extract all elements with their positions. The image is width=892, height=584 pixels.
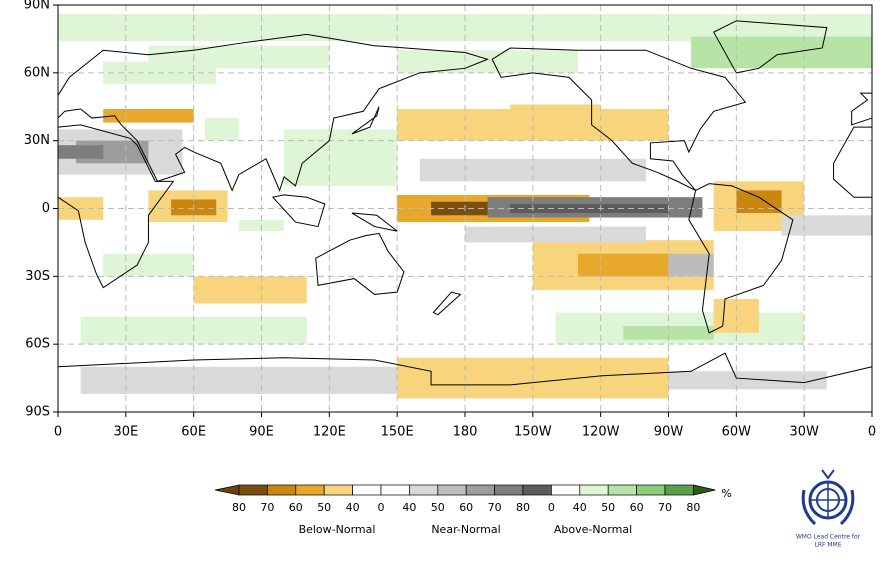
anomaly-patch: [668, 371, 827, 390]
colorbar-label: 80: [232, 501, 246, 514]
colorbar-box: [409, 484, 439, 496]
logo-text: LRF MME: [814, 542, 841, 549]
lat-label: 90N: [24, 0, 50, 13]
colorbar-box: [636, 484, 666, 496]
anomaly-patch: [284, 129, 398, 186]
colorbar-label: 70: [260, 501, 274, 514]
colorbar-label: 50: [317, 501, 331, 514]
colorbar-box: [465, 484, 495, 496]
lon-label: 60W: [722, 425, 752, 440]
coastline: [713, 20, 828, 74]
coastlines: [57, 20, 873, 386]
lon-label: 120E: [313, 425, 346, 440]
colorbar-label: 40: [402, 501, 416, 514]
colorbar-box: [664, 484, 694, 496]
lon-label: 30E: [113, 425, 138, 440]
colorbar-label: 60: [630, 501, 644, 514]
anomaly-patch: [58, 145, 104, 159]
coastline: [432, 291, 462, 316]
colorbar-box: [323, 484, 353, 496]
colorbar-under: [214, 484, 240, 496]
colorbar-group: Near-Normal: [431, 523, 500, 536]
colorbar-box: [494, 484, 524, 496]
colorbar-label: 80: [516, 501, 530, 514]
lat-label: 60N: [24, 65, 50, 80]
coastline: [315, 232, 405, 295]
lat-label: 0: [42, 201, 50, 216]
lon-label: 180: [453, 425, 478, 440]
coastline: [57, 352, 873, 386]
colorbar-box: [579, 484, 609, 496]
grid: [58, 5, 872, 412]
logo-text: WMO Lead Centre for: [796, 534, 861, 541]
anomaly-patch: [623, 326, 714, 340]
lon-label: 120W: [582, 425, 620, 440]
anomaly-patch: [193, 276, 307, 304]
colorbar-label: 40: [346, 501, 360, 514]
anomaly-patch: [80, 366, 398, 394]
colorbar-box: [437, 484, 467, 496]
colorbar-box: [522, 484, 552, 496]
lon-label: 0: [868, 425, 876, 440]
colorbar-box: [352, 484, 382, 496]
lat-label: 90S: [25, 405, 50, 420]
colorbar: 80 70 60 50 40 0 40 50 60 70 80 0 40 50 60 70 80% Below-N…: [214, 484, 732, 536]
colorbar-label: 40: [573, 501, 587, 514]
coastline: [491, 47, 747, 191]
lon-label: 150W: [514, 425, 552, 440]
colorbar-label: 50: [431, 501, 445, 514]
colorbar-over: [693, 484, 716, 496]
coastline: [57, 33, 490, 192]
lon-label: 0: [54, 425, 62, 440]
anomaly-patch: [103, 109, 194, 123]
logo: WMO Lead Centre for LRF MME: [796, 469, 861, 549]
colorbar-box: [380, 484, 410, 496]
lon-label: 90W: [654, 425, 684, 440]
colorbar-label: 70: [658, 501, 672, 514]
colorbar-label: 70: [488, 501, 502, 514]
lon-label: 30W: [789, 425, 819, 440]
colorbar-group: Above-Normal: [554, 523, 632, 536]
coastline: [271, 194, 326, 228]
lon-label: 90E: [249, 425, 274, 440]
anomaly-patch: [781, 215, 872, 236]
colorbar-label: 0: [548, 501, 555, 514]
lat-label: 30S: [25, 269, 50, 284]
coastline: [688, 183, 794, 334]
colorbar-box: [238, 484, 268, 496]
colorbar-label: 0: [378, 501, 385, 514]
colorbar-box: [295, 484, 325, 496]
axes: 90N 60N 30N 0 30S 60S 90S 0 30E 60E 90E 120E 150E 180…: [24, 0, 876, 440]
lat-label: 60S: [25, 337, 50, 352]
colorbar-label: 60: [289, 501, 303, 514]
lon-label: 150E: [381, 425, 414, 440]
colorbar-label: 80: [686, 501, 700, 514]
anomaly-patch: [465, 226, 646, 243]
coastline: [351, 212, 398, 232]
colorbar-group: Below-Normal: [299, 523, 376, 536]
anomaly-patch: [668, 253, 714, 277]
colorbar-box: [607, 484, 637, 496]
colorbar-box: [551, 484, 581, 496]
anomaly-patch: [204, 118, 239, 141]
coastline: [57, 124, 175, 289]
colorbar-unit: %: [721, 487, 731, 500]
anomaly-patch: [397, 50, 579, 73]
colorbar-label: 50: [601, 501, 615, 514]
coastline: [351, 106, 380, 135]
anomaly-patch: [691, 36, 872, 69]
colorbar-box: [267, 484, 297, 496]
colorbar-label: 60: [459, 501, 473, 514]
lat-label: 30N: [24, 133, 50, 148]
anomaly-patch: [103, 253, 194, 277]
anomaly-patch: [510, 104, 601, 119]
anomaly-patch: [578, 253, 669, 277]
lon-label: 60E: [181, 425, 206, 440]
anomaly-patch: [736, 190, 782, 214]
